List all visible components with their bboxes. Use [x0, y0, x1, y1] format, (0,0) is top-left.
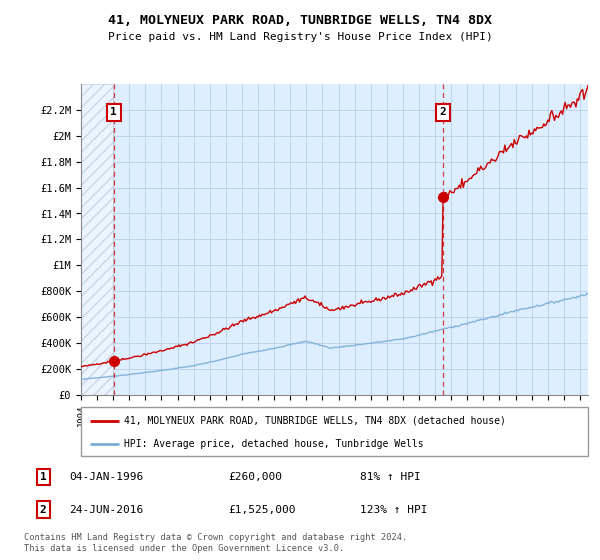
- Text: 2: 2: [439, 108, 446, 118]
- Text: 1: 1: [40, 472, 47, 482]
- Text: £1,525,000: £1,525,000: [228, 505, 296, 515]
- Text: 81% ↑ HPI: 81% ↑ HPI: [360, 472, 421, 482]
- Text: HPI: Average price, detached house, Tunbridge Wells: HPI: Average price, detached house, Tunb…: [124, 439, 424, 449]
- Text: 04-JAN-1996: 04-JAN-1996: [69, 472, 143, 482]
- FancyBboxPatch shape: [81, 407, 588, 456]
- Text: Price paid vs. HM Land Registry's House Price Index (HPI): Price paid vs. HM Land Registry's House …: [107, 32, 493, 43]
- Bar: [81, 84, 113, 395]
- Text: 41, MOLYNEUX PARK ROAD, TUNBRIDGE WELLS, TN4 8DX (detached house): 41, MOLYNEUX PARK ROAD, TUNBRIDGE WELLS,…: [124, 416, 506, 426]
- Bar: [81, 84, 113, 395]
- Text: £260,000: £260,000: [228, 472, 282, 482]
- Text: 123% ↑ HPI: 123% ↑ HPI: [360, 505, 427, 515]
- Text: 24-JUN-2016: 24-JUN-2016: [69, 505, 143, 515]
- Text: 1: 1: [110, 108, 117, 118]
- Text: Contains HM Land Registry data © Crown copyright and database right 2024.
This d: Contains HM Land Registry data © Crown c…: [24, 533, 407, 553]
- Text: 41, MOLYNEUX PARK ROAD, TUNBRIDGE WELLS, TN4 8DX: 41, MOLYNEUX PARK ROAD, TUNBRIDGE WELLS,…: [108, 14, 492, 27]
- Text: 2: 2: [40, 505, 47, 515]
